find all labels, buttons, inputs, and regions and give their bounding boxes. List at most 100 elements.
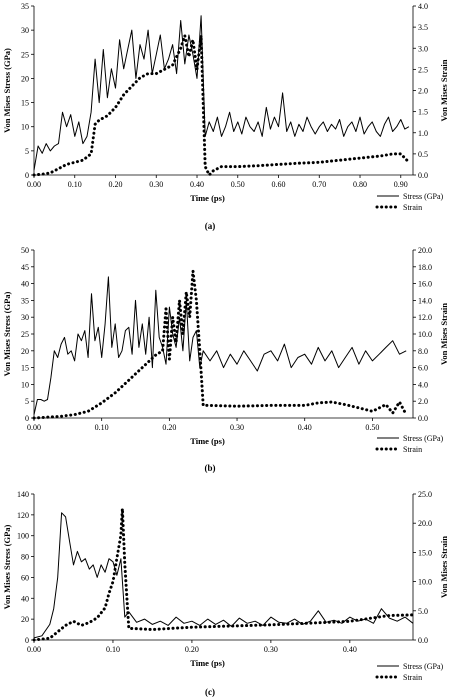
x-tick-label: 0.70 [312, 180, 326, 189]
x-tick-label: 0.40 [343, 645, 357, 654]
y-right-tick-label: 20.0 [418, 246, 432, 255]
x-tick-label: 0.30 [264, 645, 278, 654]
x-tick-label: 0.20 [185, 645, 199, 654]
legend: Stress (GPa) Strain [375, 192, 444, 212]
legend: Stress (GPa) Strain [375, 662, 444, 682]
stress-series-line [33, 276, 407, 415]
y-axis-right-label: Von Mises Strain [439, 59, 449, 121]
y-left-tick-label: 10 [21, 380, 29, 389]
x-axis-label: Time (ps) [190, 436, 225, 446]
y-left-tick-label: 25 [21, 330, 29, 339]
legend-label: Stress (GPa) [403, 662, 444, 671]
y-left-tick-label: 35 [21, 2, 29, 11]
y-left-tick-label: 120 [17, 511, 29, 520]
x-tick-label: 0.50 [231, 180, 245, 189]
y-right-tick-label: 20.0 [418, 519, 432, 528]
y-left-tick-label: 15 [21, 364, 29, 373]
x-tick-label: 0.40 [298, 423, 312, 432]
y-right-tick-label: 14.0 [418, 296, 432, 305]
y-left-tick-label: 5 [25, 397, 29, 406]
x-tick-label: 0.30 [230, 423, 244, 432]
x-axis-label: Time (ps) [190, 193, 225, 203]
y-right-tick-label: 5.0 [418, 607, 428, 616]
y-axis-right-label: Von Mises Strain [439, 536, 449, 598]
y-left-tick-label: 20 [21, 347, 29, 356]
y-left-tick-label: 0 [25, 636, 29, 645]
y-right-tick-label: 3.0 [418, 44, 428, 53]
y-left-tick-label: 140 [17, 490, 29, 499]
y-left-tick-label: 15 [21, 99, 29, 108]
chart-panel-c: 0.00 0.10 0.20 0.30 0.40 0 20 40 60 80 100 120 140 0.… [2, 490, 449, 697]
y-right-tick-label: 0.5 [418, 150, 428, 159]
y-axis-left-label: Von Mises Stress (GPa) [2, 524, 12, 609]
y-right-tick-label: 0.0 [418, 414, 428, 423]
y-left-tick-label: 30 [21, 26, 29, 35]
y-right-tick-label: 12.0 [418, 313, 432, 322]
x-tick-label: 0.10 [95, 423, 109, 432]
y-left-tick-label: 100 [17, 532, 29, 541]
y-right-tick-label: 16.0 [418, 280, 432, 289]
y-left-tick-label: 80 [21, 553, 29, 562]
y-right-tick-label: 4.0 [418, 380, 428, 389]
y-left-tick-label: 60 [21, 573, 29, 582]
y-left-tick-label: 45 [21, 263, 29, 272]
y-left-tick-label: 35 [21, 296, 29, 305]
y-left-tick-label: 20 [21, 615, 29, 624]
y-right-tick-label: 10.0 [418, 578, 432, 587]
y-right-tick-label: 4.0 [418, 2, 428, 11]
x-tick-label: 0.50 [365, 423, 379, 432]
strain-series-line [32, 507, 415, 642]
y-left-tick-label: 20 [21, 74, 29, 83]
y-right-tick-label: 2.5 [418, 65, 428, 74]
stress-series-line [33, 15, 410, 171]
y-right-tick-label: 15.0 [418, 548, 432, 557]
y-axis-left-label: Von Mises Stress (GPa) [2, 48, 12, 133]
x-tick-label: 0.40 [190, 180, 204, 189]
legend-label: Stress (GPa) [403, 192, 444, 201]
y-right-tick-label: 0.0 [418, 171, 428, 180]
legend: Stress (GPa) Strain [375, 434, 444, 454]
y-right-tick-label: 10.0 [418, 330, 432, 339]
y-right-tick-label: 3.5 [418, 23, 428, 32]
y-left-tick-label: 40 [21, 594, 29, 603]
chart-panel-b: 0.00 0.10 0.20 0.30 0.40 0.50 0 5 10 15 20 25 30 35 40… [2, 246, 449, 473]
y-axis-left-label: Von Mises Stress (GPa) [2, 291, 12, 376]
strain-series-line [32, 34, 411, 177]
y-right-tick-label: 2.0 [418, 397, 428, 406]
y-right-tick-label: 1.0 [418, 129, 428, 138]
x-tick-label: 0.30 [149, 180, 163, 189]
x-tick-label: 0.00 [27, 180, 41, 189]
panel-label: (c) [205, 687, 215, 697]
y-right-tick-label: 2.0 [418, 87, 428, 96]
y-left-tick-label: 50 [21, 246, 29, 255]
x-tick-label: 0.20 [162, 423, 176, 432]
y-left-tick-label: 0 [25, 171, 29, 180]
y-right-tick-label: 6.0 [418, 364, 428, 373]
legend-label: Strain [403, 203, 422, 212]
y-left-tick-label: 10 [21, 123, 29, 132]
x-tick-label: 0.90 [394, 180, 408, 189]
x-tick-label: 0.20 [109, 180, 123, 189]
panel-label: (a) [205, 221, 216, 231]
y-right-tick-label: 18.0 [418, 263, 432, 272]
y-axis-right-label: Von Mises Strain [439, 303, 449, 365]
x-tick-label: 0.60 [272, 180, 286, 189]
y-left-tick-label: 0 [25, 414, 29, 423]
y-right-tick-label: 8.0 [418, 347, 428, 356]
x-tick-label: 0.80 [353, 180, 367, 189]
y-right-tick-label: 0.0 [418, 636, 428, 645]
x-tick-label: 0.10 [68, 180, 82, 189]
x-axis-label: Time (ps) [190, 658, 225, 668]
y-left-tick-label: 40 [21, 280, 29, 289]
stress-series-line [33, 512, 414, 639]
y-right-tick-label: 25.0 [418, 490, 432, 499]
chart-panel-a: 0.00 0.10 0.20 0.30 0.40 0.50 0.60 0.70 0.80 0.90… [2, 2, 449, 231]
legend-label: Strain [403, 673, 422, 682]
y-left-tick-label: 30 [21, 313, 29, 322]
x-tick-label: 0.00 [27, 423, 41, 432]
legend-label: Strain [403, 445, 422, 454]
y-left-tick-label: 25 [21, 50, 29, 59]
panel-label: (b) [205, 463, 216, 473]
strain-series-line [32, 269, 408, 420]
